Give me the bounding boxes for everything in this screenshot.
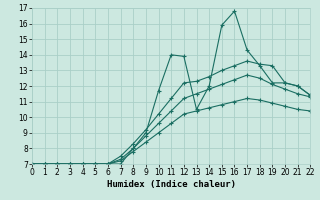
- X-axis label: Humidex (Indice chaleur): Humidex (Indice chaleur): [107, 180, 236, 189]
